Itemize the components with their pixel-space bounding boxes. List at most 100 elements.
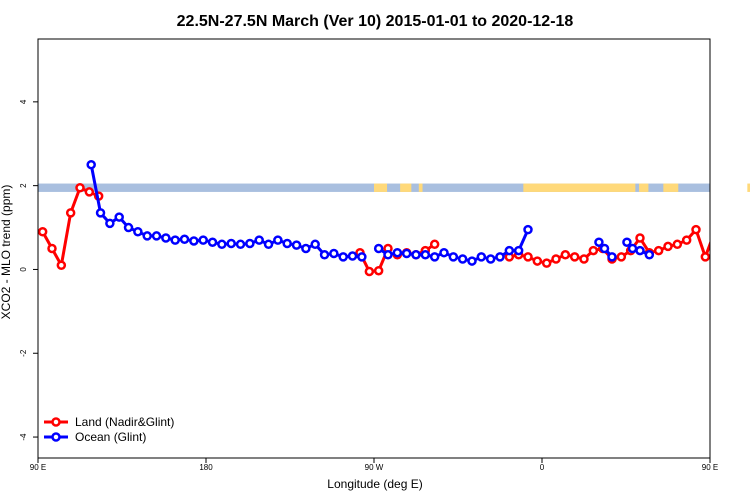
data-point (263, 239, 274, 250)
data-point (291, 240, 302, 250)
data-point (439, 247, 449, 258)
land-segment (747, 183, 750, 192)
data-point (38, 226, 48, 237)
data-point (84, 187, 95, 197)
data-point (551, 254, 561, 264)
data-point (569, 252, 580, 262)
y-tick-label: 4 (19, 99, 28, 104)
data-point (691, 224, 701, 235)
data-point (383, 250, 393, 260)
data-point (105, 218, 115, 229)
data-point (401, 248, 412, 259)
data-point (273, 235, 283, 245)
data-point (541, 258, 552, 268)
x-axis-label: Longitude (deg E) (327, 477, 422, 491)
data-point (579, 254, 589, 264)
data-point (504, 245, 515, 256)
data-point (142, 231, 152, 241)
x-tick-label: 90 W (365, 463, 384, 472)
data-point (189, 236, 199, 246)
data-point (700, 252, 710, 262)
data-point (495, 252, 505, 262)
data-point (622, 237, 632, 247)
data-point (179, 234, 190, 245)
data-point (672, 239, 683, 250)
data-point (739, 209, 746, 216)
land-segment (639, 183, 649, 192)
legend-label: Ocean (Glint) (75, 430, 146, 444)
data-point (373, 243, 384, 254)
data-point (681, 235, 692, 245)
chart-title: 22.5N-27.5N March (Ver 10) 2015-01-01 to… (177, 13, 574, 30)
data-point (65, 208, 76, 218)
x-tick-label: 180 (199, 463, 213, 472)
x-tick-label: 90 E (702, 463, 718, 472)
data-point (616, 252, 627, 262)
data-point (523, 224, 533, 235)
data-point (709, 230, 710, 233)
x-tick-label: 90 E (30, 463, 46, 472)
y-axis: -4 -2 0 2 4 (19, 99, 38, 441)
y-tick-label: -2 (19, 349, 28, 357)
data-point (653, 245, 664, 256)
y-tick-label: -4 (19, 433, 28, 441)
data-point (607, 252, 617, 262)
data-point (319, 250, 330, 260)
data-point (338, 252, 348, 262)
data-point (133, 226, 143, 237)
data-point (588, 245, 599, 256)
data-point (161, 233, 171, 243)
land-segment (663, 183, 679, 192)
data-point (245, 238, 255, 249)
data-point (86, 159, 96, 170)
data-point (644, 250, 655, 260)
data-point (523, 252, 533, 262)
data-point (392, 247, 403, 258)
x-axis: 90 E 180 90 W 0 90 E (30, 458, 718, 472)
legend-label: Land (Nadir&Glint) (75, 415, 174, 429)
y-tick-label: 2 (19, 183, 28, 188)
data-point (627, 243, 638, 254)
data-point (301, 243, 311, 254)
data-point (457, 254, 468, 264)
legend-marker (51, 432, 61, 442)
data-point (75, 182, 85, 193)
data-point (513, 245, 524, 256)
x-tick-label: 0 (540, 463, 545, 472)
data-point (95, 208, 106, 218)
legend-marker (51, 417, 61, 427)
data-point (56, 260, 67, 271)
data-point (329, 248, 339, 259)
data-point (560, 250, 571, 260)
data-point (235, 239, 246, 250)
data-point (476, 252, 487, 262)
land-segment (374, 183, 388, 192)
data-point (114, 212, 124, 222)
data-point (467, 256, 477, 266)
data-point (485, 254, 496, 264)
series-line (41, 185, 100, 270)
data-point (207, 237, 218, 247)
data-point (599, 243, 610, 254)
land-segment (523, 183, 636, 192)
data-point (429, 252, 440, 262)
data-point (420, 250, 431, 260)
data-point (429, 239, 440, 250)
data-point (357, 252, 367, 262)
land-segment (418, 183, 423, 192)
data-point (217, 239, 227, 250)
data-point (721, 245, 728, 252)
legend: Land (Nadir&Glint)Ocean (Glint) (44, 415, 174, 444)
data-point (532, 256, 543, 266)
data-point (198, 235, 208, 245)
data-point (448, 252, 459, 262)
data-point (226, 238, 236, 249)
data-point (411, 250, 421, 260)
data-point (635, 233, 645, 243)
data-point (123, 222, 134, 233)
data-point (254, 235, 264, 245)
data-point (310, 239, 320, 250)
data-point (373, 265, 384, 276)
data-point (730, 262, 737, 269)
